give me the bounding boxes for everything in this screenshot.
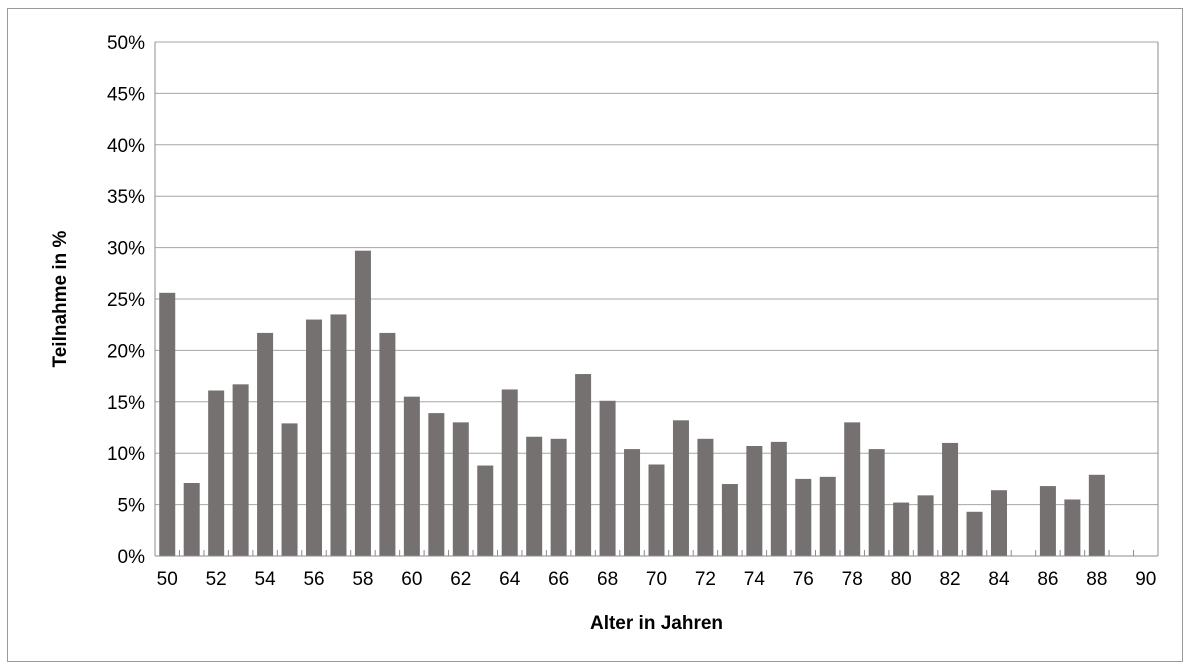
bar-87 <box>1064 499 1081 556</box>
bar-58 <box>354 250 371 556</box>
bar-63 <box>477 465 494 556</box>
y-tick-label: 5% <box>118 496 146 517</box>
x-tick-label: 80 <box>891 569 912 590</box>
bar-59 <box>379 332 396 556</box>
bar-70 <box>648 464 665 556</box>
bar-76 <box>795 478 812 556</box>
y-tick-label: 30% <box>107 239 145 260</box>
x-tick-label: 58 <box>352 569 373 590</box>
x-tick-label: 52 <box>206 569 227 590</box>
bar-67 <box>575 374 592 556</box>
bar-68 <box>599 400 616 556</box>
axes <box>154 42 1159 557</box>
x-tick-label: 84 <box>988 569 1010 590</box>
bar-79 <box>868 449 885 556</box>
x-tick-label: 82 <box>939 569 960 590</box>
bar-51 <box>183 483 200 556</box>
y-tick-labels: 0% 5% 10% 15% 20% 25% 30% 35% 40% 45% 50% <box>107 33 145 568</box>
y-tick-label: 0% <box>118 547 146 568</box>
x-tick-label: 62 <box>450 569 471 590</box>
bar-80 <box>893 502 910 556</box>
bar-66 <box>550 438 567 556</box>
gridlines <box>155 41 1158 557</box>
x-tick-label: 88 <box>1086 569 1107 590</box>
bar-74 <box>746 446 763 556</box>
bar-77 <box>819 476 836 556</box>
x-tick-label: 86 <box>1037 569 1058 590</box>
y-tick-label: 10% <box>107 444 145 465</box>
x-tick-label: 50 <box>157 569 178 590</box>
bar-84 <box>990 490 1007 556</box>
bar-57 <box>330 314 347 556</box>
x-tick-label: 56 <box>303 569 324 590</box>
bar-55 <box>281 423 298 556</box>
x-tick-label: 78 <box>842 569 863 590</box>
bar-88 <box>1088 474 1105 556</box>
x-tick-labels: 50 52 54 56 58 60 62 64 66 68 70 72 74 76 78 80 82 84 86 88… <box>157 569 1157 590</box>
x-axis-title: Alter in Jahren <box>590 613 723 634</box>
y-tick-label: 50% <box>107 33 145 54</box>
bar-72 <box>697 438 714 556</box>
bar-60 <box>403 396 420 556</box>
bar-chart: 0% 5% 10% 15% 20% 25% 30% 35% 40% 45% 50% 50 52 54 56… <box>50 33 1159 634</box>
chart-frame: 0% 5% 10% 15% 20% 25% 30% 35% 40% 45% 50% 50 52 54 56… <box>7 8 1183 662</box>
bar-69 <box>624 449 641 556</box>
bar-78 <box>844 422 861 556</box>
bar-52 <box>208 390 225 556</box>
bar-64 <box>501 389 518 556</box>
x-tick-label: 60 <box>401 569 422 590</box>
bar-50 <box>159 292 176 556</box>
bar-56 <box>306 319 323 556</box>
y-tick-label: 35% <box>107 187 145 208</box>
x-tick-label: 74 <box>744 569 766 590</box>
x-tick-label: 54 <box>255 569 277 590</box>
x-tick-label: 68 <box>597 569 618 590</box>
bar-62 <box>452 422 469 556</box>
y-tick-label: 40% <box>107 136 145 157</box>
y-tick-label: 20% <box>107 341 145 362</box>
bar-81 <box>917 495 934 556</box>
bar-61 <box>428 413 445 556</box>
bar-65 <box>526 436 543 556</box>
bar-54 <box>257 332 274 556</box>
bar-73 <box>721 484 738 556</box>
bar-83 <box>966 511 983 556</box>
y-tick-label: 25% <box>107 290 145 311</box>
bar-71 <box>672 420 689 556</box>
x-tick-label: 90 <box>1135 569 1156 590</box>
bar-53 <box>232 384 249 556</box>
x-tick-label: 64 <box>499 569 521 590</box>
x-tick-label: 66 <box>548 569 569 590</box>
x-tick-label: 76 <box>793 569 814 590</box>
bars <box>159 250 1105 556</box>
x-tick-label: 70 <box>646 569 667 590</box>
bar-82 <box>942 442 959 556</box>
y-tick-label: 45% <box>107 84 145 105</box>
x-tick-label: 72 <box>695 569 716 590</box>
bar-75 <box>770 441 787 556</box>
bar-86 <box>1039 486 1056 556</box>
y-tick-label: 15% <box>107 393 145 414</box>
y-axis-title: Teilnahme in % <box>50 230 71 367</box>
